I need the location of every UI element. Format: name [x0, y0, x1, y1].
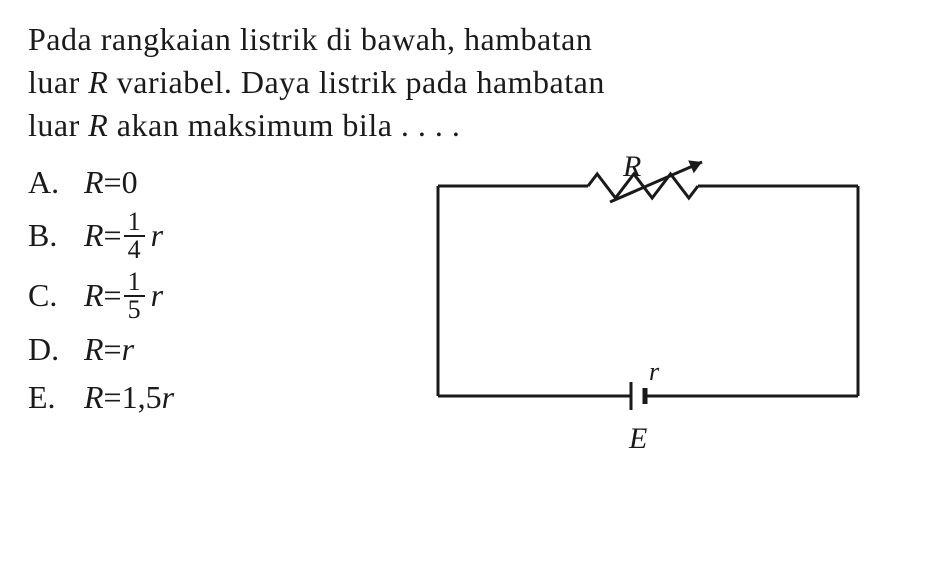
answer-A-rhs: 0	[122, 162, 138, 204]
answer-E-rhs: 1,5	[122, 377, 162, 419]
answer-A: A. R = 0	[28, 162, 388, 204]
answer-B: B. R = 1 4 r	[28, 209, 388, 263]
answer-letter-A: A.	[28, 162, 84, 204]
answer-D-rvar: r	[122, 329, 134, 371]
answer-C-den: 5	[124, 297, 145, 323]
q-line3-prefix: luar	[28, 107, 88, 143]
answer-letter-B: B.	[28, 215, 84, 257]
answer-D-lhs: R	[84, 329, 104, 371]
answer-letter-C: C.	[28, 275, 84, 317]
answer-C-num: 1	[124, 269, 145, 297]
answer-E-eq: =	[104, 377, 122, 419]
q-line2-prefix: luar	[28, 64, 88, 100]
answer-E: E. R = 1,5 r	[28, 377, 388, 419]
answer-A-lhs: R	[84, 162, 104, 204]
answer-D: D. R = r	[28, 329, 388, 371]
q-line2-var: R	[88, 64, 108, 100]
question-text: Pada rangkaian listrik di bawah, hambata…	[28, 18, 917, 148]
answer-B-rvar: r	[151, 215, 163, 257]
answer-B-lhs: R	[84, 215, 104, 257]
q-line3-var: R	[88, 107, 108, 143]
answer-C-rvar: r	[151, 275, 163, 317]
answer-B-den: 4	[124, 237, 145, 263]
answer-letter-E: E.	[28, 377, 84, 419]
answer-B-num: 1	[124, 209, 145, 237]
circuit-svg-icon	[428, 156, 878, 456]
answer-E-rvar: r	[162, 377, 174, 419]
answer-D-eq: =	[104, 329, 122, 371]
answer-C: C. R = 1 5 r	[28, 269, 388, 323]
q-line3-rest: akan maksimum bila . . . .	[108, 107, 460, 143]
answer-B-eq: =	[104, 215, 122, 257]
answer-C-eq: =	[104, 275, 122, 317]
fraction-icon: 1 5	[124, 269, 145, 323]
answer-C-lhs: R	[84, 275, 104, 317]
answer-list: A. R = 0 B. R = 1 4 r C. R	[28, 162, 388, 425]
q-line2-mid: variabel. Daya listrik pada hambatan	[108, 64, 605, 100]
answer-A-eq: =	[104, 162, 122, 204]
answer-letter-D: D.	[28, 329, 84, 371]
q-line1: Pada rangkaian listrik di bawah, hambata…	[28, 21, 592, 57]
fraction-icon: 1 4	[124, 209, 145, 263]
answer-E-lhs: R	[84, 377, 104, 419]
